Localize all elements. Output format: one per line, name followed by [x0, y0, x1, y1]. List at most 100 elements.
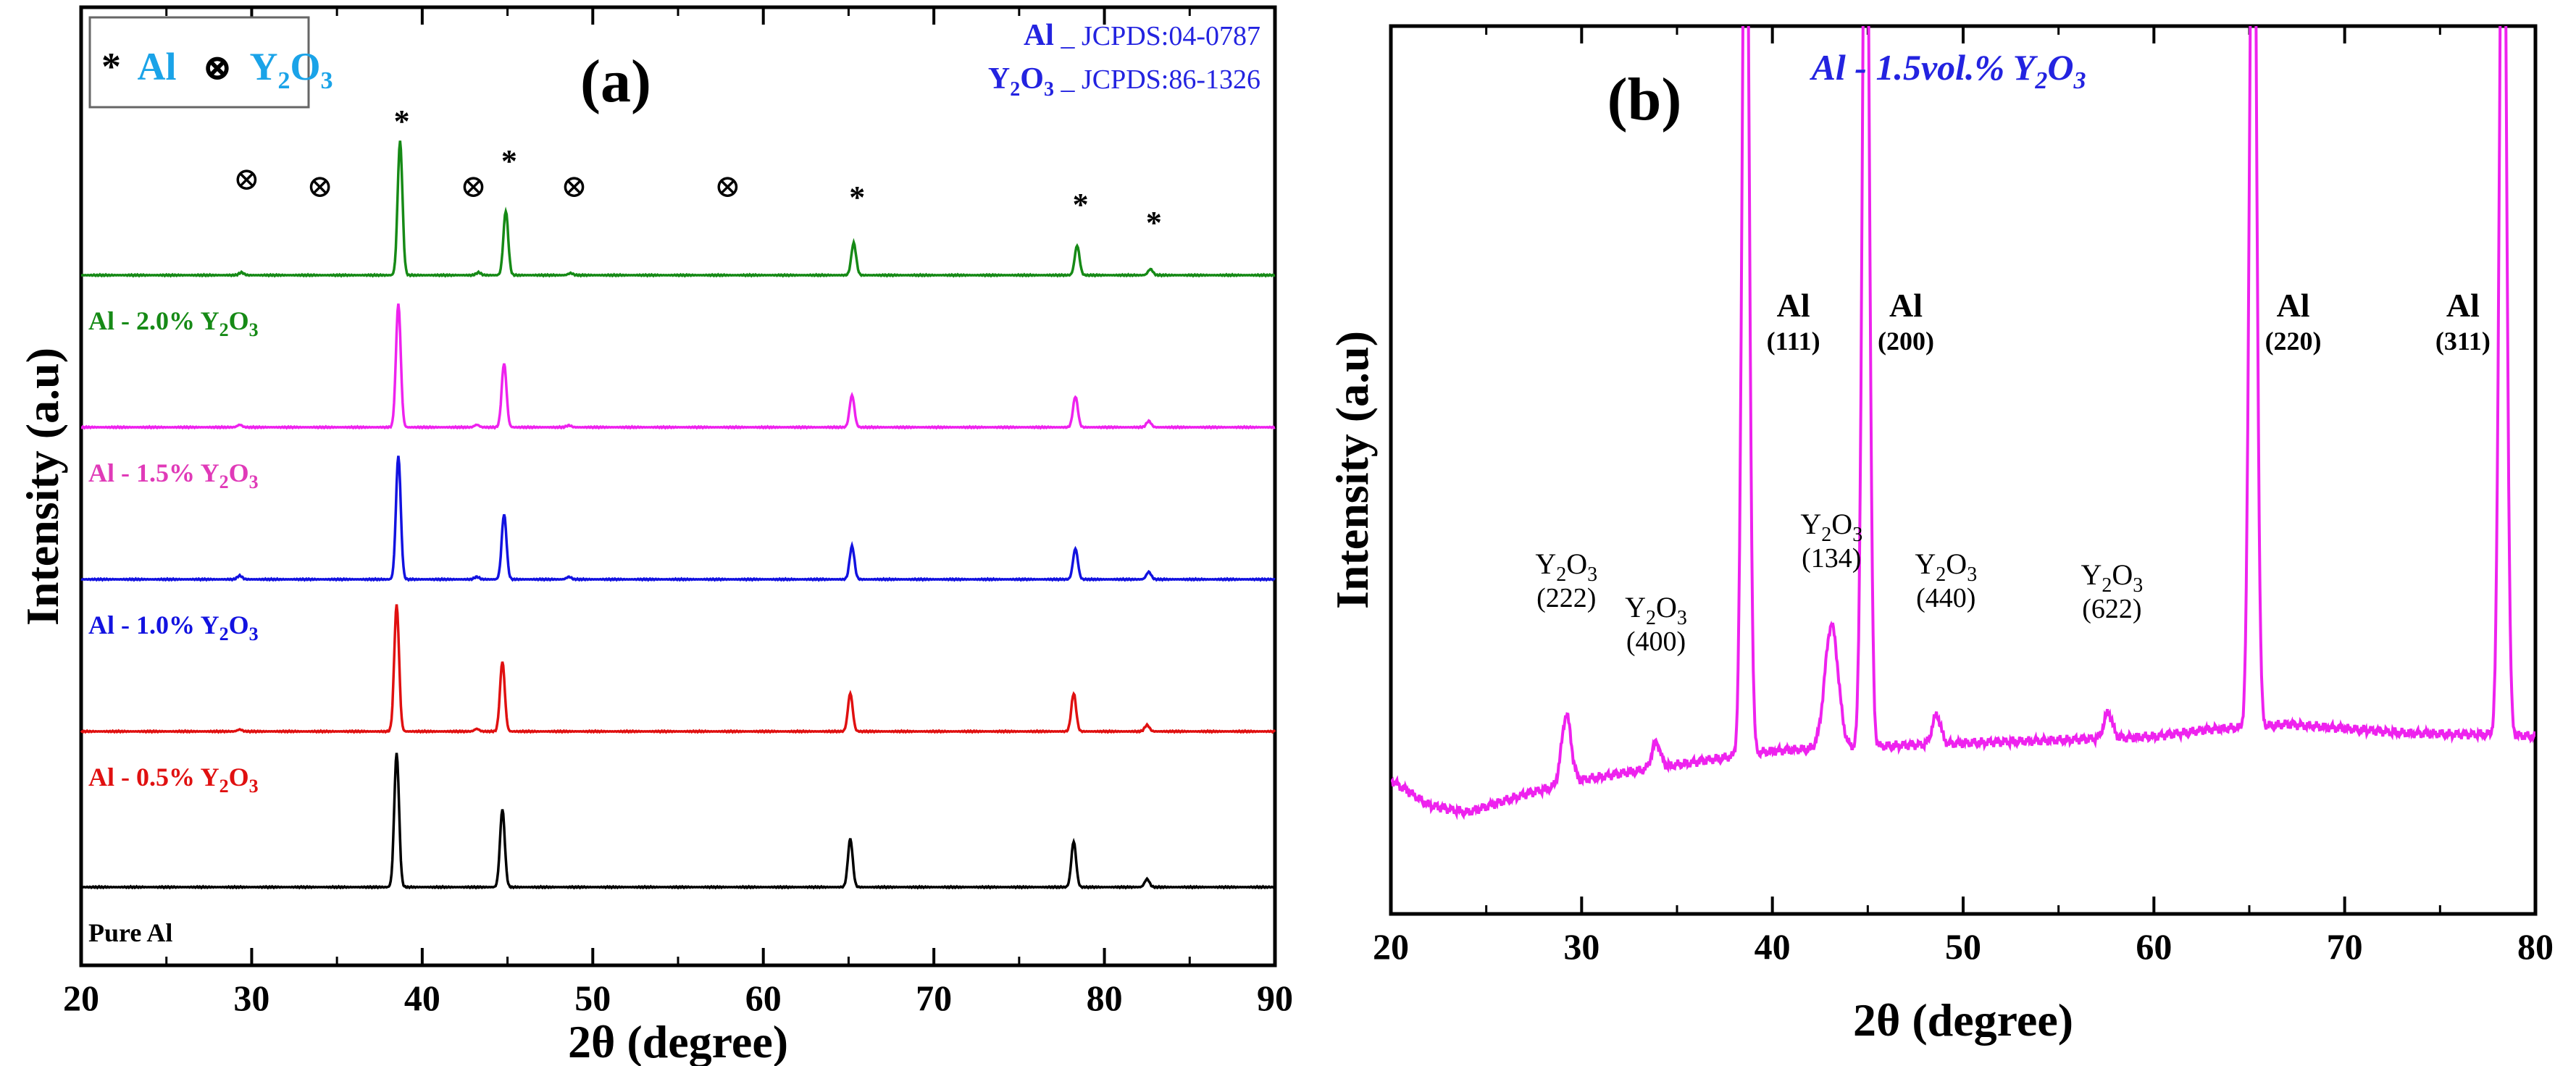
trace-label-sub2: 3 [249, 471, 259, 492]
peak-phase: Y [2081, 558, 2102, 591]
peak-phase: Y [1800, 508, 1821, 540]
panel-b: 20 30 40 50 60 70 80 Y2O3(222) Y2O3(400)Y2O3(13… [1326, 24, 2554, 1046]
y2o3-peak-marker: ⊗ [561, 169, 587, 204]
trace-label-mid: O [229, 763, 249, 792]
panel-a-label: (a) [580, 48, 651, 115]
peak-annotation-phase: Y2O3 [1535, 547, 1597, 586]
jcpds-y2o3-sub2: 3 [1044, 78, 1054, 101]
jcpds-y2o3-ref: JCPDS:86-1326 [1082, 64, 1260, 95]
panel-a-x-tick-label: 70 [916, 978, 952, 1018]
trace-label-sub1: 2 [219, 624, 229, 645]
trace-label-text: Al - 1.0% Y [88, 610, 219, 639]
panel-a-x-ticks: 20 30 40 50 60 70 80 90 [63, 7, 1293, 1018]
panel-b-x-tick-label: 70 [2327, 926, 2363, 967]
panel-a-jcpds: Al _ JCPDS:04-0787 Y2O3 _ JCPDS:86-1326 [988, 19, 1260, 101]
panel-a-x-tick-label: 50 [574, 978, 611, 1018]
panel-b-title-mid: O [2047, 47, 2073, 88]
trace-label-2: Al - 1.0% Y2O3 [88, 610, 259, 645]
panel-a-x-tick-label: 40 [404, 978, 440, 1018]
peak-phase-sub1: 2 [1936, 563, 1946, 586]
al-peak-marker: * [501, 143, 517, 179]
jcpds-y2o3-sub1: 2 [1010, 78, 1020, 101]
al-peak-marker: * [1073, 187, 1089, 222]
panel-b-trace [1391, 26, 2535, 821]
peak-phase: Y [1915, 547, 1936, 580]
panel-b-title-sub2: 3 [2073, 67, 2086, 94]
peak-phase-sub2: 3 [1677, 607, 1687, 629]
peak-phase: Y [1535, 547, 1556, 580]
peak-annotation-hkl: (220) [2265, 327, 2322, 356]
peak-annotation-phase: Al [2277, 287, 2310, 324]
trace-al-2-0-y2o3 [80, 140, 1276, 278]
trace-label-text: Pure Al [88, 918, 172, 947]
trace-al-1-5-y2o3 [80, 303, 1276, 430]
peak-phase: Al [2446, 287, 2480, 324]
legend-y2o3-sub1: 2 [277, 67, 290, 94]
peak-phase: Al [1889, 287, 1923, 324]
legend-al-label: Al [138, 45, 177, 88]
peak-annotation-hkl: (400) [1626, 626, 1686, 657]
panel-a-x-tick-label: 60 [745, 978, 782, 1018]
peak-annotation-phase: Y2O3 [2081, 558, 2144, 597]
peak-annotation-hkl: (311) [2435, 327, 2491, 356]
panel-b-x-tick-label: 30 [1563, 926, 1599, 967]
panel-a-plot-frame [79, 5, 1277, 968]
legend-y2o3-label: Y [249, 45, 277, 88]
trace-label-sub2: 3 [249, 624, 259, 645]
legend-al-entry: * Al ⊗ Y2O3 [101, 45, 333, 94]
jcpds-al-ref: JCPDS:04-0787 [1082, 21, 1260, 51]
jcpds-al-sep: _ [1054, 21, 1082, 51]
trace-label-text: Al - 0.5% Y [88, 763, 219, 792]
panel-b-x-tick-label: 40 [1755, 926, 1791, 967]
panel-b-plot-frame [1389, 24, 2538, 916]
peak-phase-mid: O [1831, 508, 1852, 540]
peak-annotation-hkl: (134) [1802, 543, 1861, 574]
trace-pure-al [81, 752, 1276, 890]
peak-annotation-hkl: (111) [1767, 327, 1820, 356]
al-peak-marker: * [1146, 205, 1162, 240]
panel-b-y-axis-title: Intensity (a.u) [1326, 331, 1378, 609]
y2o3-peak-marker: ⊗ [306, 169, 333, 204]
panel-b-x-tick-label: 80 [2517, 926, 2554, 967]
panel-b-peak-annotations: Y2O3(222) Y2O3(400)Y2O3(134) Y2O3(440)Y2O3… [1535, 287, 2491, 657]
panel-a-peak-markers: ⊗ ⊗ ⊗ ⊗ ⊗ * * * * * [233, 104, 1162, 240]
legend-y2o3-label-o: O [290, 45, 320, 88]
peak-phase-sub1: 2 [1646, 607, 1656, 629]
peak-phase-mid: O [1946, 547, 1967, 580]
trace-label-sub2: 3 [249, 776, 259, 797]
trace-label-1: Al - 0.5% Y2O3 [88, 763, 259, 797]
panel-a-x-tick-label: 20 [63, 978, 99, 1018]
peak-annotation-phase: Y2O3 [1800, 508, 1862, 546]
panel-b-x-tick-label: 60 [2136, 926, 2172, 967]
peak-annotation-phase: Y2O3 [1915, 547, 1977, 586]
al-peak-marker: * [394, 104, 410, 139]
peak-annotation-hkl: (200) [1878, 327, 1934, 356]
peak-phase: Al [2277, 287, 2310, 324]
trace-label-text: Al - 1.5% Y [88, 458, 219, 487]
peak-phase-mid: O [2112, 558, 2133, 591]
panel-a-x-tick-label: 90 [1257, 978, 1293, 1018]
trace-label-0: Pure Al [88, 918, 172, 947]
al-peak-marker: * [849, 180, 865, 215]
trace-label-sub1: 2 [219, 776, 229, 797]
jcpds-al: Al _ JCPDS:04-0787 [1024, 19, 1260, 52]
panel-b-x-tick-label: 20 [1373, 926, 1409, 967]
trace-label-sub1: 2 [219, 471, 229, 492]
peak-annotation-hkl: (222) [1536, 583, 1596, 613]
y2o3-peak-marker: ⊗ [714, 169, 741, 204]
trace-label-mid: O [229, 306, 249, 335]
jcpds-y2o3-phase: Y [988, 62, 1010, 96]
panel-a-x-tick-label: 80 [1087, 978, 1123, 1018]
trace-label-mid: O [229, 458, 249, 487]
peak-annotation-phase: Al [1889, 287, 1923, 324]
jcpds-y2o3: Y2O3 _ JCPDS:86-1326 [988, 62, 1260, 101]
peak-phase-sub2: 3 [1587, 563, 1597, 586]
panel-a-x-axis-title: 2θ (degree) [568, 1016, 788, 1066]
peak-phase-sub1: 2 [1556, 563, 1566, 586]
jcpds-y2o3-sep: _ [1054, 64, 1082, 95]
trace-label-4: Al - 2.0% Y2O3 [88, 306, 259, 340]
legend-y2o3-symbol: ⊗ [202, 47, 233, 88]
panel-a-x-tick-label: 30 [233, 978, 269, 1018]
